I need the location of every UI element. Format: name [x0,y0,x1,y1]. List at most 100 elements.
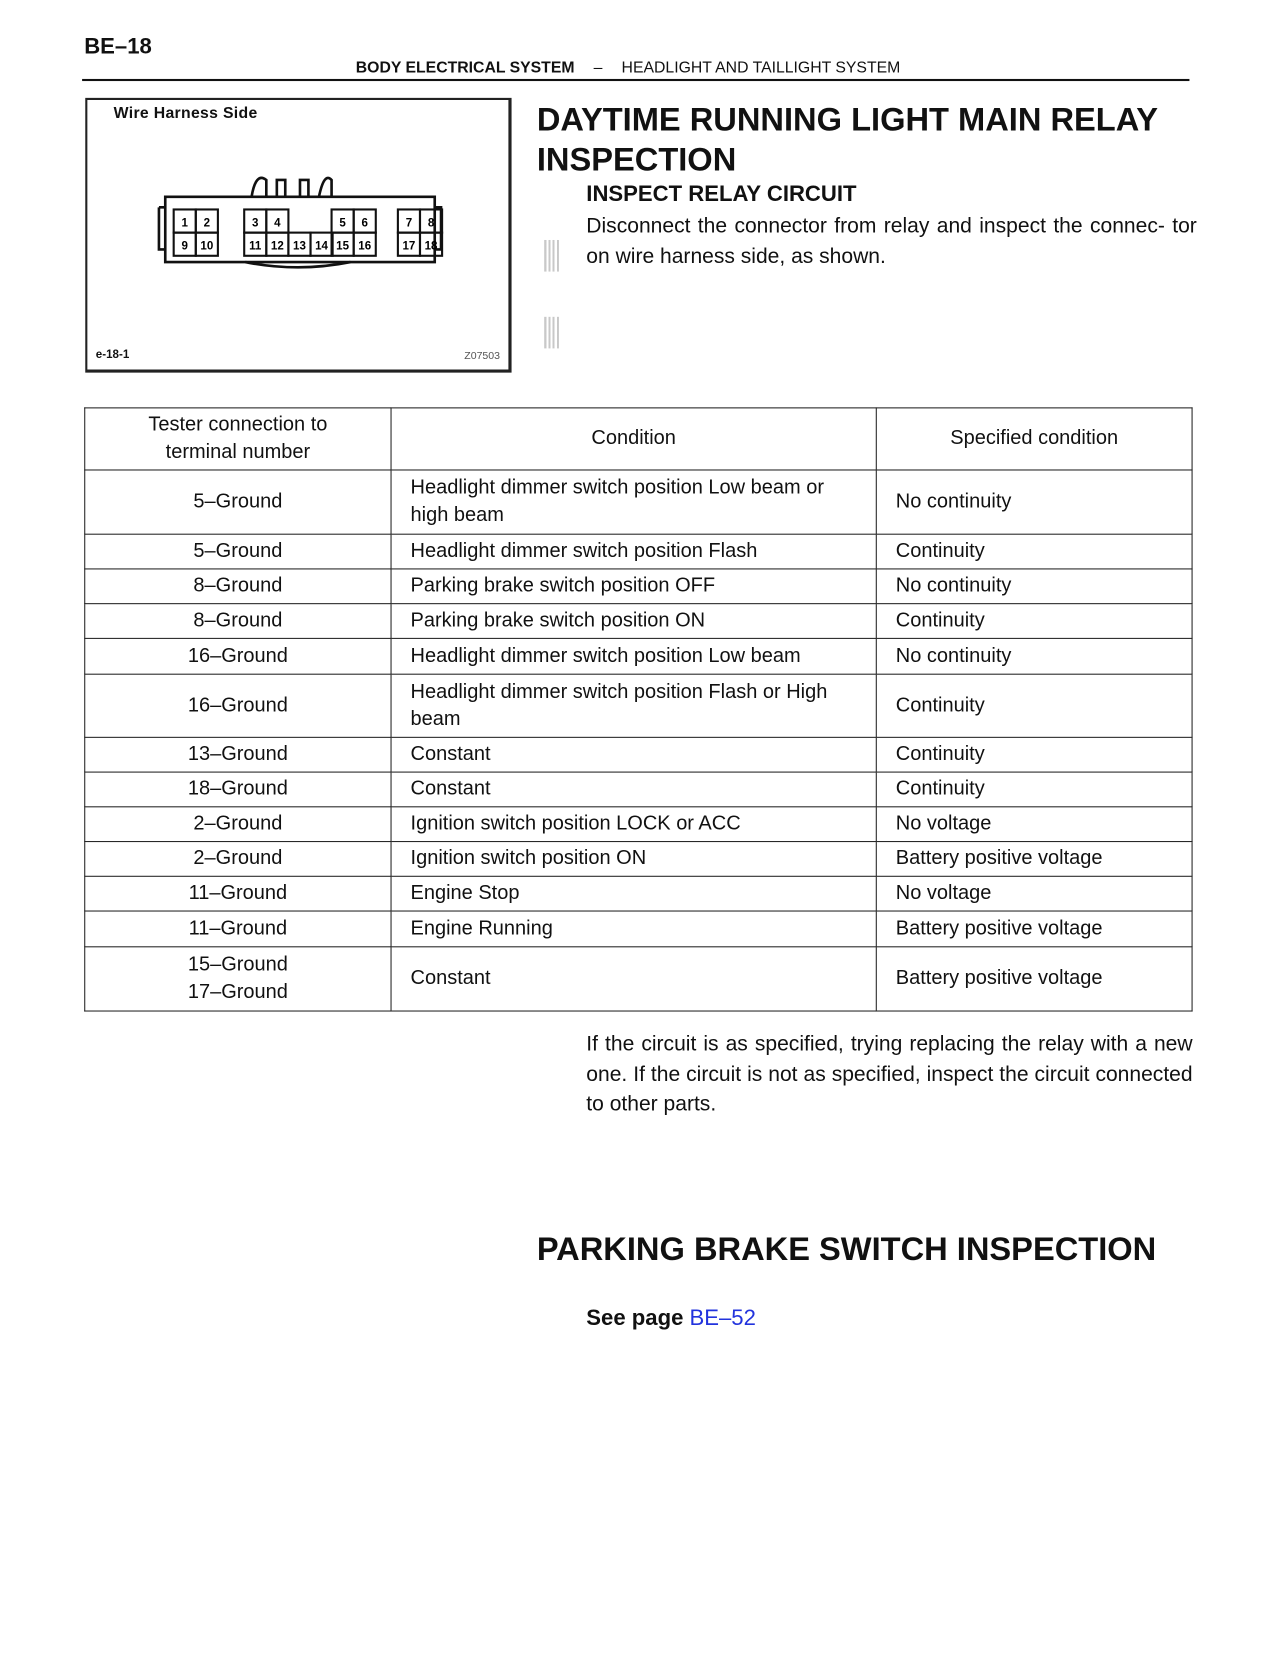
condition-cell: Engine Running [390,910,877,948]
terminal-number: 18 [425,240,438,252]
condition-cell: Headlight dimmer switch position Low bea… [390,469,877,535]
table-row: 16–Ground Headlight dimmer switch positio… [84,673,1193,738]
terminal-number: 15 [336,240,349,252]
page-number: BE–18 [84,34,152,59]
section-title-parking-brake: PARKING BRAKE SWITCH INSPECTION [537,1229,1156,1269]
see-page-label: See page [586,1306,684,1331]
terminal-cell: 16–Ground [84,637,392,675]
terminal-number: 5 [339,217,346,229]
spec-cell: No continuity [875,568,1193,605]
condition-cell: Ignition switch position LOCK or ACC [390,806,877,843]
table-row: 13–Ground Constant Continuity [84,736,1193,773]
condition-cell: Parking brake switch position OFF [390,568,877,605]
header-subsection: HEADLIGHT AND TAILLIGHT SYSTEM [621,58,901,77]
terminal-number: 2 [204,217,210,229]
terminal-cell: 5–Ground [84,469,392,535]
condition-cell: Ignition switch position ON [390,841,877,877]
terminal-cell: 15–Ground 17–Ground [84,946,392,1012]
see-page-reference: See page BE–52 [586,1306,756,1331]
terminal-number: 17 [402,240,415,252]
subsection-title: INSPECT RELAY CIRCUIT [586,182,857,207]
table-row: 5–Ground Headlight dimmer switch position… [84,469,1193,535]
condition-cell: Constant [390,946,877,1012]
section-title-relay: DAYTIME RUNNING LIGHT MAIN RELAY INSPECT… [537,100,1211,180]
terminal-number: 14 [315,240,328,252]
spec-cell: No voltage [875,875,1193,912]
terminal-number: 7 [406,217,412,229]
running-header: BODY ELECTRICAL SYSTEM – HEADLIGHT AND T… [356,59,901,77]
terminal-cell: 8–Ground [84,603,392,639]
result-text: If the circuit is as specified, trying r… [586,1032,1193,1116]
heading: PARKING BRAKE SWITCH INSPECTION [536,1230,1157,1268]
table-row: 5–Ground Headlight dimmer switch position… [84,533,1193,570]
heading: DAYTIME RUNNING LIGHT MAIN RELAY INSPECT… [536,101,1158,178]
inspection-table: Tester connection to terminal number Con… [84,407,1193,1012]
margin-mark [544,316,559,349]
condition-cell: Constant [390,736,877,773]
instruction-text: Disconnect the connector from relay and … [586,214,1197,269]
figure-code: e-18-1 [95,348,130,362]
table-row: 2–Ground Ignition switch position LOCK or… [84,806,1193,843]
terminal-cell: 18–Ground [84,771,392,808]
condition-cell: Parking brake switch position ON [390,603,877,639]
spec-cell: Continuity [875,603,1193,639]
terminal-cell: 16–Ground [84,673,392,738]
header-separator: – [593,58,603,77]
terminal-cell: 11–Ground [84,875,392,912]
terminal-cavity [418,231,444,257]
column-header: Condition [390,407,877,471]
condition-cell: Engine Stop [390,875,877,912]
terminal-cavity [352,231,377,257]
terminal-number: 13 [293,240,306,252]
terminal-cell: 13–Ground [84,736,392,773]
terminal-number: 1 [182,217,189,229]
spec-cell: No continuity [875,637,1193,675]
spec-cell: Continuity [875,736,1193,773]
terminal-cell: 2–Ground [84,841,392,877]
terminal-cavity [194,231,219,257]
spec-cell: Battery positive voltage [875,841,1193,877]
spec-cell: Continuity [875,533,1193,570]
condition-cell: Headlight dimmer switch position Flash [390,533,877,570]
spec-cell: No voltage [875,806,1193,843]
terminal-number: 16 [358,240,371,252]
table-row: 8–Ground Parking brake switch position ON… [84,603,1193,639]
header-rule [82,78,1190,82]
terminal-cell: 11–Ground [84,910,392,948]
header-section: BODY ELECTRICAL SYSTEM [355,58,575,77]
terminal-cell: 5–Ground [84,533,392,570]
terminal-number: 11 [249,240,262,252]
table-row: 2–Ground Ignition switch position ON Batte… [84,841,1193,877]
spec-cell: Continuity [875,673,1193,738]
terminal-number: 10 [200,240,213,252]
table-row: 11–Ground Engine Stop No voltage [84,875,1193,912]
spec-cell: Battery positive voltage [875,946,1193,1012]
column-header: Specified condition [875,407,1193,471]
terminal-number: 3 [252,217,259,229]
terminal-cell: 8–Ground [84,568,392,605]
condition-cell: Headlight dimmer switch position Flash o… [390,673,877,738]
spec-cell: No continuity [875,469,1193,535]
terminal-number: 12 [271,240,284,252]
table-row: 15–Ground 17–Ground Constant Battery posit… [84,946,1193,1012]
connector-diagram: 1 2 3 4 5 6 7 89 10 11 12 13 14 15 16 17 18 [157,176,444,269]
condition-cell: Constant [390,771,877,808]
table-row: 8–Ground Parking brake switch position OF… [84,568,1193,605]
terminal-number: 4 [274,217,281,229]
terminal-number: 6 [362,217,369,229]
condition-cell: Headlight dimmer switch position Low bea… [390,637,877,675]
table-row: 16–Ground Headlight dimmer switch positio… [84,637,1193,675]
spec-cell: Continuity [875,771,1193,808]
margin-mark [544,239,559,272]
terminal-number: 8 [428,217,435,229]
figure-id: Z07503 [464,350,500,363]
page-link[interactable]: BE–52 [689,1306,756,1331]
table-row: 11–Ground Engine Running Battery positive … [84,910,1193,948]
figure-title: Wire Harness Side [113,104,258,123]
column-header: Tester connection to terminal number [84,407,392,471]
spec-cell: Battery positive voltage [875,910,1193,948]
terminal-cell: 2–Ground [84,806,392,843]
connector-figure: Wire Harness Side 1 2 3 4 5 6 7 8 9 10 11 12 13 14 15 1… [85,97,512,373]
terminal-number: 9 [182,240,188,252]
table-row: 18–Ground Constant Continuity [84,771,1193,808]
